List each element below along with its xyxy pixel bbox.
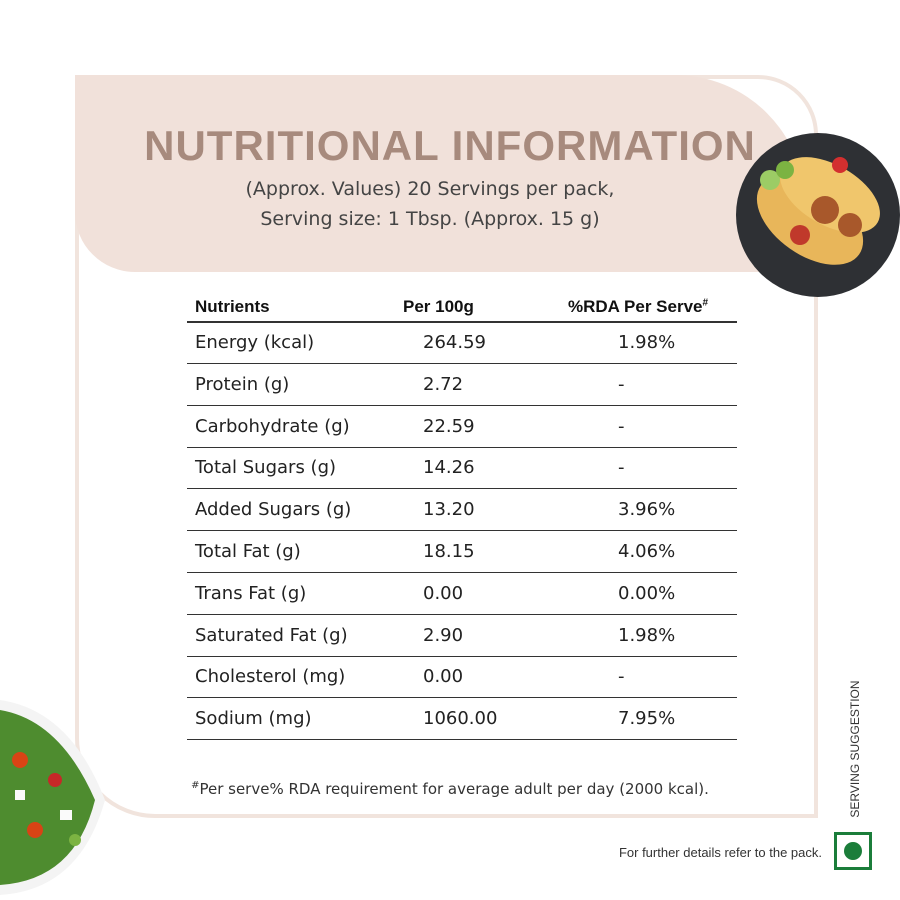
nutrient-value: 1.98%	[618, 332, 676, 353]
nutrient-name: Total Sugars (g)	[195, 457, 337, 479]
nutrient-value: 3.96%	[618, 499, 676, 521]
subtitle: Serving size: 1 Tbsp. (Approx. 15 g)	[260, 208, 600, 230]
row-rule	[187, 613, 737, 615]
title: NUTRITIONAL INFORMATION	[144, 122, 756, 169]
row-rule	[187, 363, 737, 364]
veg-symbol	[834, 832, 872, 870]
food-image	[736, 133, 900, 297]
nutrient-value: 1.98%	[618, 624, 676, 646]
nutrient-name: Energy (kcal)	[195, 332, 315, 353]
nutrient-name: Total Fat (g)	[195, 541, 301, 562]
veg-dot	[844, 842, 862, 860]
nutrient-name: Sodium (mg)	[195, 708, 312, 730]
row-rule	[187, 446, 737, 448]
row-rule	[187, 739, 737, 741]
footnote: #Per serve% RDA requirement for average …	[100, 780, 800, 798]
footnote-mark: #	[191, 780, 200, 791]
nutrient-value: 14.26	[423, 457, 475, 479]
nutrient-value: 2.72	[423, 373, 464, 395]
nutrient-value: 4.06%	[618, 541, 676, 562]
nutrient-value: 0.00	[423, 582, 464, 604]
subtitle: (Approx. Values) 20 Servings per pack,	[245, 178, 615, 200]
header-rule	[187, 321, 737, 323]
nutrient-name: Carbohydrate (g)	[195, 415, 350, 437]
nutrient-value: -	[618, 666, 625, 688]
nutrient-name: Saturated Fat (g)	[195, 624, 348, 646]
nutrient-value: 2.90	[423, 624, 464, 646]
row-rule	[187, 572, 737, 573]
row-rule	[187, 404, 737, 406]
nutrient-value: 22.59	[423, 415, 475, 437]
nutrient-value: 264.59	[423, 332, 486, 353]
row-rule	[187, 655, 737, 657]
nutrient-value: 18.15	[423, 541, 475, 562]
side-label: SERVING SUGGESTION	[848, 680, 862, 818]
nutrient-value: -	[618, 373, 625, 395]
header-band	[75, 75, 805, 272]
salad-image	[0, 700, 105, 895]
row-rule	[187, 530, 737, 532]
nutrient-name: Cholesterol (mg)	[195, 666, 346, 688]
nutrient-value: 7.95%	[618, 708, 676, 730]
nutrient-name: Added Sugars (g)	[195, 499, 352, 521]
column-header: Nutrients	[195, 297, 270, 316]
nutrient-value: 1060.00	[423, 708, 498, 730]
column-mark: #	[702, 297, 709, 309]
nutrient-name: Protein (g)	[195, 373, 290, 395]
nutrient-value: 0.00%	[618, 582, 676, 604]
column-header: Per 100g	[403, 297, 474, 316]
row-rule	[187, 488, 737, 490]
column-header: %RDA Per Serve#	[568, 297, 709, 316]
nutrient-value: 13.20	[423, 499, 475, 521]
pack-note: For further details refer to the pack.	[618, 845, 822, 860]
row-rule	[187, 697, 737, 699]
nutrient-value: 0.00	[423, 666, 464, 688]
footnote-text: Per serve% RDA requirement for average a…	[199, 780, 709, 798]
nutrient-value: -	[618, 457, 625, 479]
nutrient-name: Trans Fat (g)	[195, 582, 307, 604]
nutrient-value: -	[618, 415, 625, 437]
